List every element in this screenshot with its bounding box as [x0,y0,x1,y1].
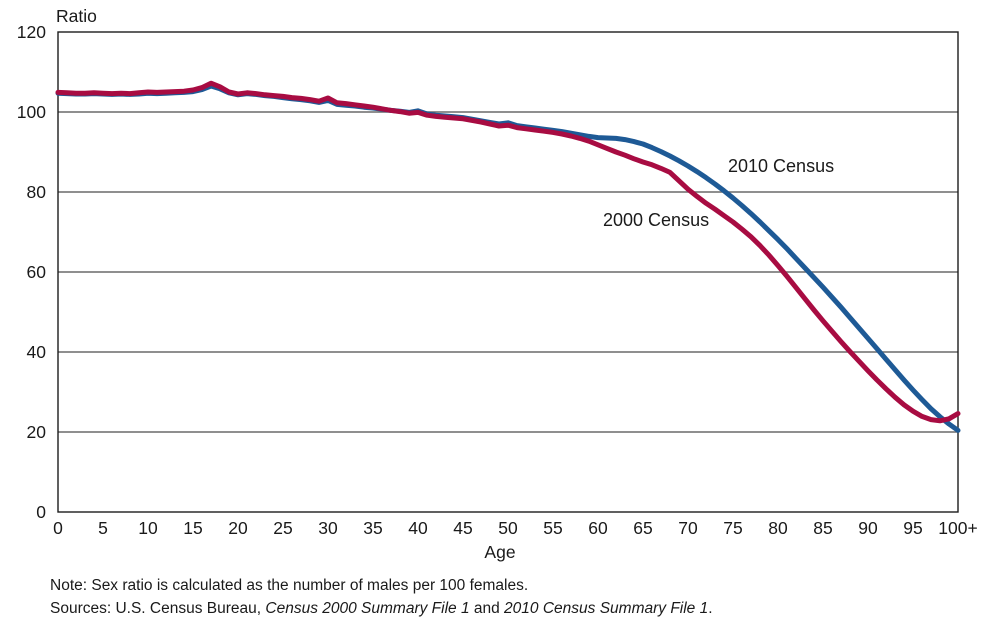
x-tick-label: 60 [588,518,608,538]
sources-text: Sources: U.S. Census Bureau, Census 2000… [50,600,713,617]
x-tick-label: 10 [138,518,158,538]
y-tick-label: 60 [27,262,47,282]
x-tick-label: 45 [453,518,472,538]
y-axis-title: Ratio [56,6,97,26]
x-tick-label: 30 [318,518,338,538]
source-title-2010: 2010 Census Summary File 1 [504,600,709,617]
x-tick-label: 5 [98,518,108,538]
y-axis-tick-labels: 0 20 40 60 80 100 120 [17,22,46,522]
gridlines [58,111,958,433]
y-tick-label: 40 [27,342,47,362]
series-line-2010-census [55,83,961,433]
sex-ratio-line-chart: Ratio 0 20 40 60 80 100 120 0 5 10 15 20 25 30 35 40 45… [17,6,978,562]
x-tick-label: 75 [723,518,742,538]
plot-border [57,31,959,513]
x-tick-label: 55 [543,518,562,538]
series-label-2010-census: 2010 Census [728,156,834,176]
y-tick-label: 0 [36,502,46,522]
x-tick-label: 50 [498,518,518,538]
x-tick-label: 0 [53,518,63,538]
y-tick-label: 120 [17,22,46,42]
x-tick-label: 40 [408,518,428,538]
x-tick-label: 85 [813,518,832,538]
source-title-2000: Census 2000 Summary File 1 [265,600,470,617]
x-tick-label: 90 [858,518,878,538]
x-tick-label: 65 [633,518,652,538]
series-label-2000-census: 2000 Census [603,210,709,230]
x-tick-label: 35 [363,518,382,538]
series-lines [55,80,961,433]
x-tick-label: 20 [228,518,248,538]
x-axis-tick-labels: 0 5 10 15 20 25 30 35 40 45 50 55 60 65 70 75 80 85 90 95 10… [53,518,978,538]
note-text: Note: Sex ratio is calculated as the num… [50,577,529,594]
x-tick-label: 95 [903,518,922,538]
x-tick-label: 15 [183,518,202,538]
y-tick-label: 100 [17,102,46,122]
x-tick-label: 80 [768,518,788,538]
series-line-2000-census [55,80,961,424]
x-tick-label: 100+ [938,518,977,538]
y-tick-label: 20 [27,422,47,442]
x-axis-title: Age [484,542,515,562]
x-tick-label: 70 [678,518,698,538]
x-tick-label: 25 [273,518,292,538]
y-tick-label: 80 [27,182,47,202]
